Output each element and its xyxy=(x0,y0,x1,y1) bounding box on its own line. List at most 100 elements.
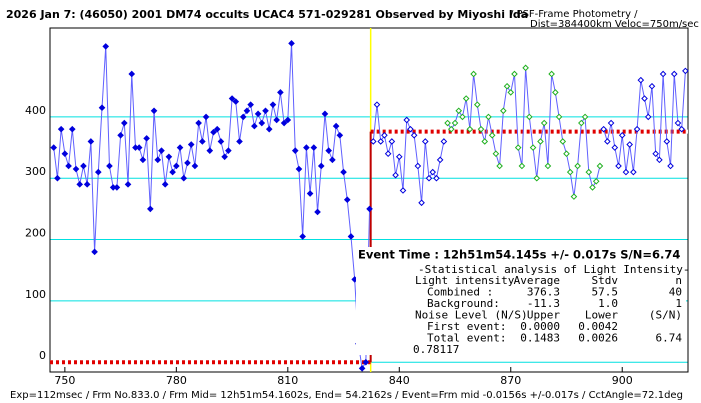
data-point xyxy=(570,193,578,200)
x-tick-label: 750 xyxy=(54,374,75,387)
data-point xyxy=(559,138,567,145)
data-point xyxy=(158,147,165,154)
data-point xyxy=(644,113,652,121)
data-point xyxy=(403,116,411,124)
stats-cell: 0.1483 xyxy=(520,332,560,345)
stats-cell: Upper xyxy=(527,309,560,322)
stats-cell: -11.3 xyxy=(527,297,560,310)
data-point xyxy=(633,125,641,133)
data-point xyxy=(485,113,492,121)
data-point xyxy=(630,168,637,176)
data-point xyxy=(239,113,247,121)
data-line xyxy=(53,43,371,370)
data-point xyxy=(589,184,596,191)
data-point xyxy=(555,113,563,121)
y-tick-label: 100 xyxy=(25,288,46,301)
data-point xyxy=(425,174,433,182)
data-point xyxy=(533,174,541,182)
data-point xyxy=(414,162,422,170)
data-point xyxy=(410,132,418,139)
data-point xyxy=(65,162,72,170)
data-point xyxy=(366,205,373,213)
data-point xyxy=(154,156,162,164)
data-point xyxy=(578,119,585,127)
data-point xyxy=(474,101,481,108)
x-tick-label: 870 xyxy=(500,374,521,387)
data-point xyxy=(187,141,195,148)
data-point xyxy=(54,174,61,182)
data-point xyxy=(459,113,466,121)
data-point xyxy=(247,101,254,108)
data-point xyxy=(161,181,169,188)
data-point xyxy=(50,144,58,151)
data-point xyxy=(340,168,347,176)
data-point xyxy=(399,187,407,194)
data-point xyxy=(488,132,496,139)
data-point xyxy=(462,95,470,102)
data-point xyxy=(321,110,329,118)
stats-cell: 40 xyxy=(669,286,682,299)
stats-cell: 57.5 xyxy=(592,286,619,299)
x-tick-label: 810 xyxy=(277,374,298,387)
data-point xyxy=(98,104,106,112)
data-point xyxy=(128,70,136,78)
data-point xyxy=(477,125,485,133)
data-point xyxy=(678,125,685,133)
data-point xyxy=(191,162,199,170)
data-point xyxy=(277,89,284,96)
data-line xyxy=(447,67,601,197)
data-point xyxy=(329,156,336,164)
stats-cell: Lower xyxy=(585,309,618,322)
data-point xyxy=(199,138,206,145)
data-point xyxy=(332,122,340,130)
data-point xyxy=(529,144,537,151)
data-point xyxy=(418,199,425,207)
data-point xyxy=(135,144,143,151)
stats-cell: Light intensity xyxy=(415,274,515,287)
data-point xyxy=(336,132,344,139)
data-point xyxy=(574,162,581,170)
data-point xyxy=(377,138,385,145)
data-point xyxy=(180,174,188,182)
y-tick-label: 400 xyxy=(25,104,46,117)
data-line xyxy=(603,70,686,173)
stats-cell: First event: xyxy=(427,320,506,333)
stats-cell: 0.0000 xyxy=(520,320,560,333)
data-point xyxy=(600,125,607,133)
data-point xyxy=(429,168,437,176)
data-point xyxy=(496,162,503,170)
data-point xyxy=(663,138,671,145)
data-point xyxy=(147,205,154,213)
data-point xyxy=(511,70,518,78)
data-point xyxy=(347,233,355,240)
data-point xyxy=(540,119,548,127)
stats-cell: (S/N) xyxy=(649,309,682,322)
data-point xyxy=(139,156,147,164)
stats-cell: 0.0042 xyxy=(578,320,618,333)
data-point xyxy=(106,162,113,170)
data-point xyxy=(604,138,611,145)
data-point xyxy=(548,70,555,78)
data-point xyxy=(384,150,392,158)
chart-title: 2026 Jan 7: (46050) 2001 DM74 occults UC… xyxy=(6,8,528,21)
data-point xyxy=(596,162,604,170)
data-point xyxy=(113,184,121,191)
data-point xyxy=(121,119,128,127)
data-point xyxy=(522,64,529,72)
stats-extra: 0.78117 xyxy=(413,343,459,356)
y-tick-label: 200 xyxy=(25,227,46,240)
data-point xyxy=(80,162,87,170)
stats-cell: 6.74 xyxy=(656,332,683,345)
data-point xyxy=(518,162,526,170)
stats-title: -Statistical analysis of Light Intensity… xyxy=(418,263,690,276)
data-point xyxy=(667,162,674,170)
stats-cell: 1.0 xyxy=(598,297,618,310)
data-point xyxy=(407,125,414,133)
footer: Exp=112msec / Frm No.833.0 / Frm Mid= 12… xyxy=(10,390,683,401)
data-point xyxy=(169,168,176,176)
data-point xyxy=(563,150,570,158)
stats-cell: 0.0026 xyxy=(578,332,618,345)
data-point xyxy=(269,101,277,108)
x-tick-label: 840 xyxy=(389,374,410,387)
